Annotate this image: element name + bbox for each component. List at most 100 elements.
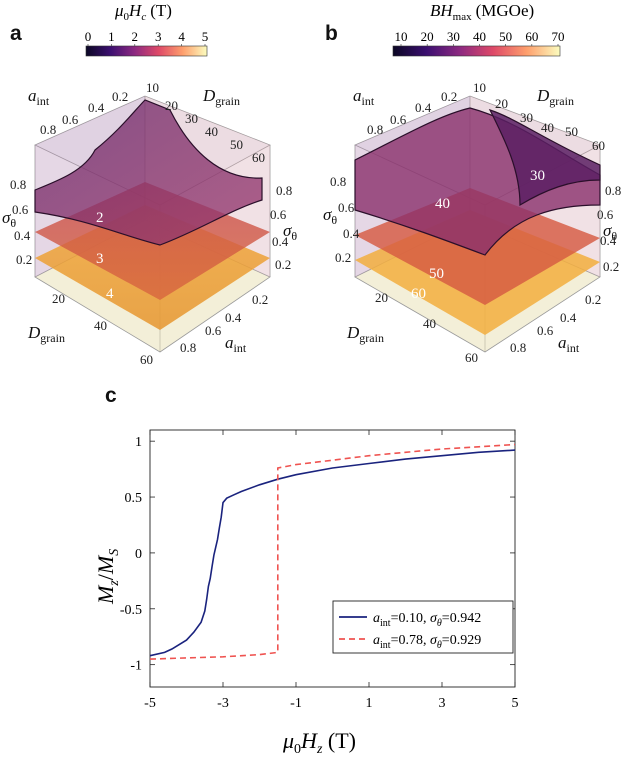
tick-b-dgrain-top-4: 50 [565, 124, 578, 139]
colorbar-a-tick-4: 4 [178, 29, 185, 44]
colorbar-a-tick-2: 2 [132, 29, 139, 44]
c-ytick-label-0: 1 [135, 435, 142, 450]
tick-a-sigma-right-1: 0.6 [270, 207, 287, 222]
axis-a-aint-top-label: aint [28, 86, 50, 108]
axis-b-aint-top-label: aint [353, 86, 375, 108]
c-xtick-label-4: 3 [439, 696, 446, 711]
tick-b-sigma-right-2: 0.4 [600, 233, 617, 248]
iso-label-b-40: 40 [435, 196, 450, 212]
c-ytick-label-3: -0.5 [120, 603, 142, 618]
tick-a-dgrain-top-1: 20 [165, 98, 178, 113]
axis-a-dgrain-top-label: Dgrain [202, 86, 240, 108]
axis-b-sigma-left-label: σθ [323, 205, 337, 227]
tick-b-aint-top-0: 0.8 [367, 122, 383, 137]
c-ylabel: Mz/MS [93, 549, 122, 605]
colorbar-b-tick-6: 70 [552, 29, 565, 44]
c-legend-label-1: aint=0.78, σθ=0.929 [373, 633, 481, 651]
tick-b-sigma-left-1: 0.6 [338, 200, 355, 215]
c-xtick-label-5: 5 [512, 696, 519, 711]
isosurface-b-30 [488, 108, 601, 207]
tick-b-aint-top-1: 0.6 [390, 112, 407, 127]
tick-b-sigma-left-2: 0.4 [343, 226, 360, 241]
tick-b-dgrain-top-5: 60 [592, 138, 605, 153]
tick-a-dgrain-top-5: 60 [252, 150, 265, 165]
tick-a-aint-top-1: 0.6 [62, 112, 79, 127]
iso-label-a-3: 3 [96, 251, 104, 267]
colorbar-a-tick-0: 0 [85, 29, 92, 44]
panel-c-chart: 1 0.5 0 -0.5 -1 -5 -3 -1 1 3 5 aint=0.10, σθ=0.94… [93, 429, 519, 757]
tick-a-sigma-right-2: 0.4 [272, 234, 289, 249]
tick-a-dgrain-top-3: 40 [205, 124, 218, 139]
tick-b-dgrain-top-1: 20 [495, 96, 508, 111]
axis-a-aint-bottom-label: aint [225, 333, 247, 355]
c-legend-label-0: aint=0.10, σθ=0.942 [373, 611, 481, 629]
tick-a-sigma-left-3: 0.2 [16, 252, 32, 267]
c-series-line-1 [149, 443, 516, 660]
colorbar-b-tick-2: 30 [447, 29, 460, 44]
panel-a-letter: a [10, 22, 22, 45]
tick-a-dgrain-bottom-1: 40 [94, 318, 107, 333]
tick-b-aint-top-3: 0.2 [441, 89, 457, 104]
tick-b-sigma-right-0: 0.8 [605, 183, 621, 198]
axis-b-dgrain-bottom-label: Dgrain [346, 323, 384, 345]
tick-b-dgrain-bottom-1: 40 [423, 316, 436, 331]
colorbar-a-tick-1: 1 [108, 29, 115, 44]
colorbar-b-tick-5: 60 [525, 29, 538, 44]
tick-b-sigma-right-3: 0.2 [603, 259, 619, 274]
colorbar-a-label: μ0Hc (T) [114, 1, 172, 23]
colorbar-b-label: BHmax (MGOe) [430, 1, 534, 23]
tick-a-sigma-left-0: 0.8 [10, 177, 26, 192]
colorbar-a-unit: (T) [150, 1, 172, 20]
tick-a-dgrain-top-2: 30 [185, 111, 198, 126]
tick-b-aint-bottom-3: 0.8 [510, 340, 526, 355]
c-ytick-label-2: 0 [135, 547, 142, 562]
c-series-line-0 [149, 449, 516, 657]
tick-b-sigma-left-3: 0.2 [335, 250, 351, 265]
colorbar-a-subc: c [141, 11, 146, 23]
c-xtick-label-3: 1 [366, 696, 373, 711]
tick-a-aint-top-0: 0.8 [40, 122, 56, 137]
tick-b-dgrain-top-2: 30 [520, 110, 533, 125]
colorbar-a-gradient [85, 45, 208, 57]
colorbar-a-sub0: 0 [124, 11, 130, 23]
colorbar-b-tick-4: 50 [499, 29, 512, 44]
colorbar-b-tick-1: 20 [421, 29, 434, 44]
c-legend-box [332, 600, 514, 654]
colorbar-b-gradient [392, 45, 561, 57]
tick-b-aint-bottom-2: 0.6 [537, 323, 554, 338]
tick-a-aint-bottom-1: 0.4 [225, 310, 242, 325]
tick-a-sigma-right-0: 0.8 [276, 183, 292, 198]
colorbar-a-h: H [128, 1, 143, 20]
tick-b-sigma-left-0: 0.8 [330, 174, 346, 189]
isosurface-a-2 [34, 99, 263, 246]
tick-b-dgrain-top-0: 10 [473, 80, 486, 95]
axis-a-sigma-left-label: σθ [2, 208, 16, 230]
iso-label-b-50: 50 [429, 266, 444, 282]
tick-b-sigma-right-1: 0.6 [597, 207, 614, 222]
tick-b-dgrain-bottom-2: 60 [465, 350, 478, 365]
tick-a-aint-bottom-0: 0.2 [252, 292, 268, 307]
axis-a-sigma-right-label: σθ [283, 221, 297, 243]
axis-a-dgrain-bottom-label: Dgrain [27, 323, 65, 345]
tick-a-dgrain-bottom-0: 20 [52, 291, 65, 306]
iso-label-a-4: 4 [106, 286, 114, 302]
tick-a-dgrain-bottom-2: 60 [140, 352, 153, 367]
panel-b-figure: BHmax (MGOe) 10 20 30 40 50 60 70 30 40 50 60 a… [323, 1, 621, 365]
tick-b-aint-bottom-0: 0.2 [585, 292, 601, 307]
tick-a-sigma-left-2: 0.4 [14, 228, 31, 243]
colorbar-a-tick-3: 3 [155, 29, 162, 44]
c-xtick-label-2: -1 [290, 696, 302, 711]
colorbar-b-tick-3: 40 [473, 29, 486, 44]
iso-label-b-30: 30 [530, 168, 545, 184]
tick-a-aint-top-2: 0.4 [88, 100, 105, 115]
colorbar-a-tick-5: 5 [202, 29, 209, 44]
c-ytick-label-1: 0.5 [125, 491, 143, 506]
tick-b-aint-bottom-1: 0.4 [560, 310, 577, 325]
iso-label-a-2: 2 [96, 210, 104, 226]
colorbar-b-tick-0: 10 [395, 29, 408, 44]
c-axes-frame [149, 429, 516, 688]
tick-b-dgrain-bottom-0: 20 [375, 290, 388, 305]
colorbar-a-mu: μ [114, 1, 124, 20]
